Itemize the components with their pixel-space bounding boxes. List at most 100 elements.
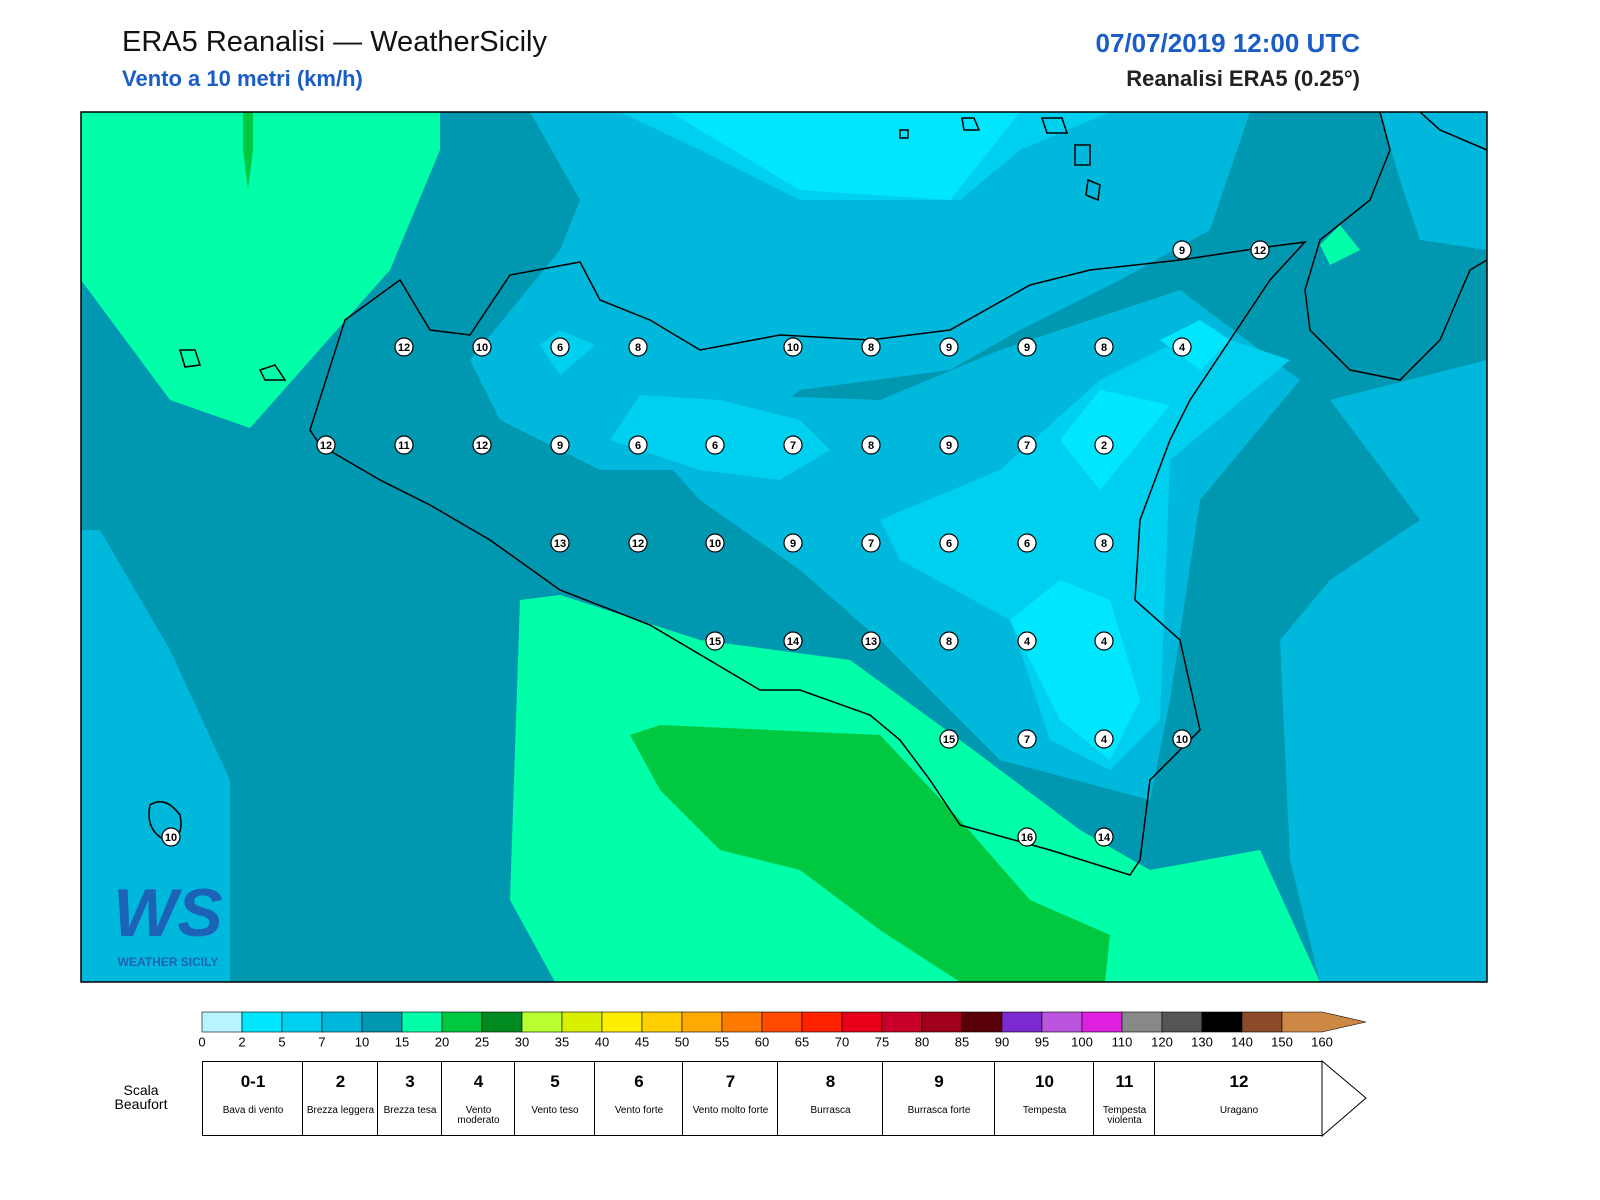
wind-field [81,112,1487,982]
station-marker [316,435,336,455]
colorbar-cell [721,1011,763,1033]
colorbar-tick-label: 70 [835,1034,849,1049]
beaufort-desc: Brezza leggera [306,1105,375,1116]
station-marker [1094,729,1114,749]
beaufort-number: 7 [725,1072,736,1091]
station-value: 10 [476,342,488,354]
colorbar-tick-label: 0 [198,1034,205,1049]
station-marker [783,435,803,455]
beaufort-level: 6 Vento forte [594,1061,683,1136]
colorbar-cell [361,1011,403,1033]
station-value: 9 [1179,245,1185,257]
beaufort-number: 12 [1229,1072,1249,1091]
station-value: 6 [712,440,718,452]
station-value: 12 [632,538,644,550]
station-marker [705,533,725,553]
station-marker [1172,240,1192,260]
colorbar-tick-label: 160 [1311,1034,1333,1049]
logo: WS WEATHER SICILY [113,875,223,969]
station-value: 8 [1101,538,1107,550]
station-marker [1017,533,1037,553]
station-value: 9 [790,538,796,550]
colorbar: 0 2 5 7 10 15 20 25 30 35 40 45 50 55 60 65 70 75 80 85 90 95… [198,1011,1367,1049]
station-marker [628,435,648,455]
colorbar-cell [1081,1011,1123,1033]
beaufort-desc: Tempesta violenta [1102,1105,1147,1126]
subtitle: Vento a 10 metri (km/h) [122,66,363,91]
colorbar-cell [881,1011,923,1033]
station-value: 14 [787,636,800,648]
colorbar-cell [921,1011,963,1033]
colorbar-cell [641,1011,683,1033]
beaufort-number: 11 [1115,1072,1134,1091]
colorbar-cell [441,1011,483,1033]
colorbar-cell [841,1011,883,1033]
colorbar-cell [1201,1011,1243,1033]
station-value: 2 [1101,440,1107,452]
beaufort-level: 8 Burrasca [777,1061,883,1136]
beaufort-desc: Uragano [1219,1105,1259,1116]
colorbar-cell [1041,1011,1083,1033]
colorbar-tick-label: 130 [1191,1034,1213,1049]
station-marker [783,337,803,357]
beaufort-level: 7 Vento molto forte [682,1061,778,1136]
station-value: 8 [868,342,874,354]
beaufort-level: 11 Tempesta violenta [1093,1061,1155,1136]
beaufort-level: 5 Vento teso [514,1061,595,1136]
station-marker [939,631,959,651]
station-value: 4 [1101,636,1108,648]
colorbar-tick-label: 5 [278,1034,285,1049]
station-marker [1017,729,1037,749]
beaufort-number: 5 [550,1072,560,1091]
colorbar-tick-label: 90 [995,1034,1009,1049]
station-marker [550,435,570,455]
station-marker [705,435,725,455]
colorbar-tick-label: 140 [1231,1034,1253,1049]
station-value: 10 [165,832,177,844]
beaufort-number: 2 [335,1072,346,1091]
colorbar-tick-label: 80 [915,1034,929,1049]
beaufort-number: 9 [934,1072,944,1091]
colorbar-tick-label: 120 [1151,1034,1173,1049]
colorbar-cell [201,1011,243,1033]
station-value: 15 [709,636,721,648]
beaufort-number: 4 [473,1072,484,1091]
station-marker [161,827,181,847]
station-value: 16 [1021,832,1033,844]
station-marker [550,533,570,553]
station-value: 8 [1101,342,1107,354]
station-value: 10 [1176,734,1188,746]
beaufort-number: 3 [405,1072,415,1091]
colorbar-tick-label: 15 [395,1034,409,1049]
station-value: 6 [557,342,563,354]
station-value: 7 [1024,440,1030,452]
colorbar-cell [1161,1011,1203,1033]
colorbar-tick-label: 40 [595,1034,609,1049]
station-marker [1094,827,1114,847]
station-marker [1250,240,1270,260]
colorbar-tick-label: 7 [318,1034,325,1049]
station-marker [939,533,959,553]
colorbar-tick-label: 50 [675,1034,689,1049]
station-marker [1017,827,1037,847]
beaufort-level: 0-1 Bava di vento [202,1061,303,1136]
station-marker [1094,337,1114,357]
beaufort-number: 8 [825,1072,836,1091]
station-value: 12 [1254,245,1266,257]
station-value: 14 [1098,832,1111,844]
colorbar-tick-label: 45 [635,1034,649,1049]
station-value: 7 [1024,734,1030,746]
station-marker [472,435,492,455]
station-marker [861,435,881,455]
station-value: 13 [554,538,566,550]
colorbar-cell [481,1011,523,1033]
station-value: 8 [868,440,874,452]
beaufort-level: 10 Tempesta [994,1061,1094,1136]
station-marker [939,337,959,357]
beaufort-level: 12 Uragano [1154,1061,1323,1136]
station-marker [1017,631,1037,651]
beaufort-level: 9 Burrasca forte [882,1061,995,1136]
station-value: 4 [1101,734,1108,746]
station-value: 15 [943,734,955,746]
